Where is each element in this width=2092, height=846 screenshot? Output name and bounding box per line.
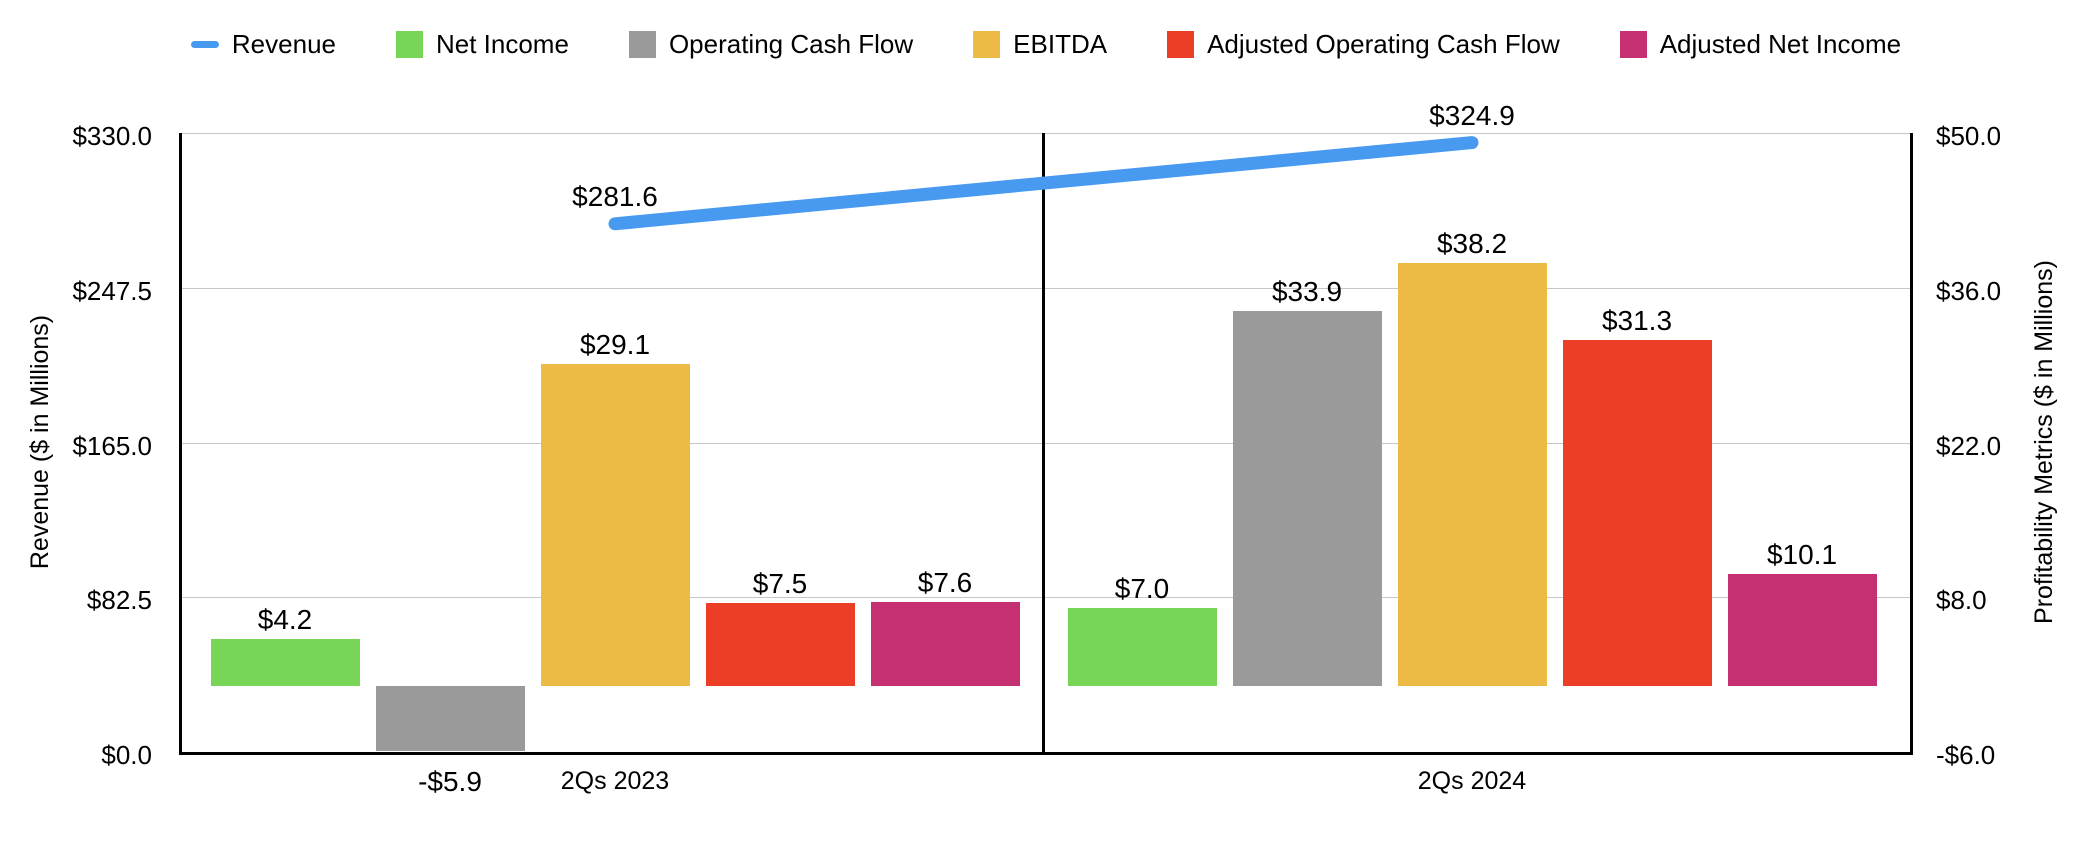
- legend-label: Adjusted Operating Cash Flow: [1207, 29, 1560, 59]
- group-divider-line: [1042, 133, 1045, 752]
- legend-item-net-income: Net Income: [395, 28, 569, 60]
- bar-value-label: $38.2: [1436, 228, 1508, 260]
- legend-label: Revenue: [231, 29, 336, 59]
- gridline: [182, 287, 1910, 289]
- legend-swatch-ebitda-square-icon: [973, 30, 1001, 58]
- bar-value-label: $7.0: [1114, 573, 1170, 605]
- legend-label: EBITDA: [1013, 29, 1108, 59]
- category-label-2qs-2023: 2Qs 2023: [560, 767, 670, 795]
- legend-swatch-net-income-square-icon: [395, 30, 423, 58]
- bar-operating-cash-flow-2qs-2024: [1232, 310, 1382, 686]
- left-tick-label: $0.0: [101, 740, 152, 770]
- left-tick-label: $330.0: [72, 121, 152, 151]
- revenue-line-layer: [608, 136, 1479, 231]
- bar-adjusted-operating-cash-flow-2qs-2023: [705, 602, 855, 686]
- legend-swatch-operating-cash-flow-square-icon: [628, 30, 656, 58]
- bar-value-label: $7.6: [917, 566, 973, 598]
- bar-value-label: $29.1: [579, 329, 651, 361]
- right-axis-line: [1910, 133, 1913, 752]
- gridline: [182, 133, 1910, 134]
- revenue-point-label: $324.9: [1429, 99, 1515, 131]
- right-tick-label: -$6.0: [1936, 740, 1996, 770]
- gridline: [182, 597, 1910, 599]
- right-tick-label: $36.0: [1936, 275, 2002, 306]
- legend-item-revenue: Revenue: [190, 28, 336, 60]
- left-tick-label: $165.0: [72, 430, 152, 461]
- bar-adjusted-net-income-2qs-2024: [1727, 574, 1877, 686]
- right-tick-label: $22.0: [1936, 430, 2002, 461]
- bar-operating-cash-flow-2qs-2023: [375, 685, 525, 751]
- bar-net-income-2qs-2023: [210, 639, 360, 686]
- legend: Revenue Net Income Operating Cash Flow EBIT…: [0, 28, 2092, 60]
- bar-adjusted-operating-cash-flow-2qs-2024: [1562, 339, 1712, 686]
- legend-label: Net Income: [435, 29, 569, 59]
- legend-swatch-revenue-line-icon: [190, 40, 219, 48]
- bar-value-label: $10.1: [1766, 539, 1838, 571]
- revenue-line: [608, 136, 1479, 231]
- bar-net-income-2qs-2024: [1067, 608, 1217, 686]
- right-tick-label: $50.0: [1936, 121, 2002, 151]
- legend-item-adjusted-operating-cash-flow: Adjusted Operating Cash Flow: [1167, 28, 1560, 60]
- left-tick-label: $247.5: [72, 275, 152, 306]
- bar-adjusted-net-income-2qs-2023: [870, 601, 1020, 686]
- bar-value-label: -$5.9: [418, 765, 482, 797]
- legend-item-operating-cash-flow: Operating Cash Flow: [628, 28, 914, 60]
- gridline: [182, 442, 1910, 444]
- bar-value-label: $4.2: [257, 604, 313, 636]
- plot-area: $4.2 $7.0 -$5.9 $33.9 $29.1 $38.2 $7.5 $31.3 $7.…: [179, 100, 1913, 797]
- legend-item-ebitda: EBITDA: [973, 28, 1107, 60]
- left-tick-label: $82.5: [86, 585, 152, 616]
- legend-label: Operating Cash Flow: [668, 29, 914, 59]
- category-label-2qs-2024: 2Qs 2024: [1417, 767, 1527, 795]
- revenue-point-label: $281.6: [572, 180, 658, 212]
- left-axis-line: [179, 133, 182, 752]
- legend-item-adjusted-net-income: Adjusted Net Income: [1619, 28, 1902, 60]
- bar-value-label: $33.9: [1271, 275, 1343, 307]
- bar-ebitda-2qs-2023: [540, 364, 690, 686]
- bar-value-label: $31.3: [1601, 304, 1673, 336]
- legend-swatch-adjusted-net-income-square-icon: [1619, 30, 1647, 58]
- right-tick-label: $8.0: [1936, 585, 1987, 616]
- legend-label: Adjusted Net Income: [1659, 29, 1902, 59]
- bar-value-label: $7.5: [752, 567, 808, 599]
- bar-ebitda-2qs-2024: [1397, 263, 1547, 686]
- bottom-axis-line: [179, 752, 1913, 755]
- legend-swatch-adjusted-operating-cash-flow-square-icon: [1167, 30, 1195, 58]
